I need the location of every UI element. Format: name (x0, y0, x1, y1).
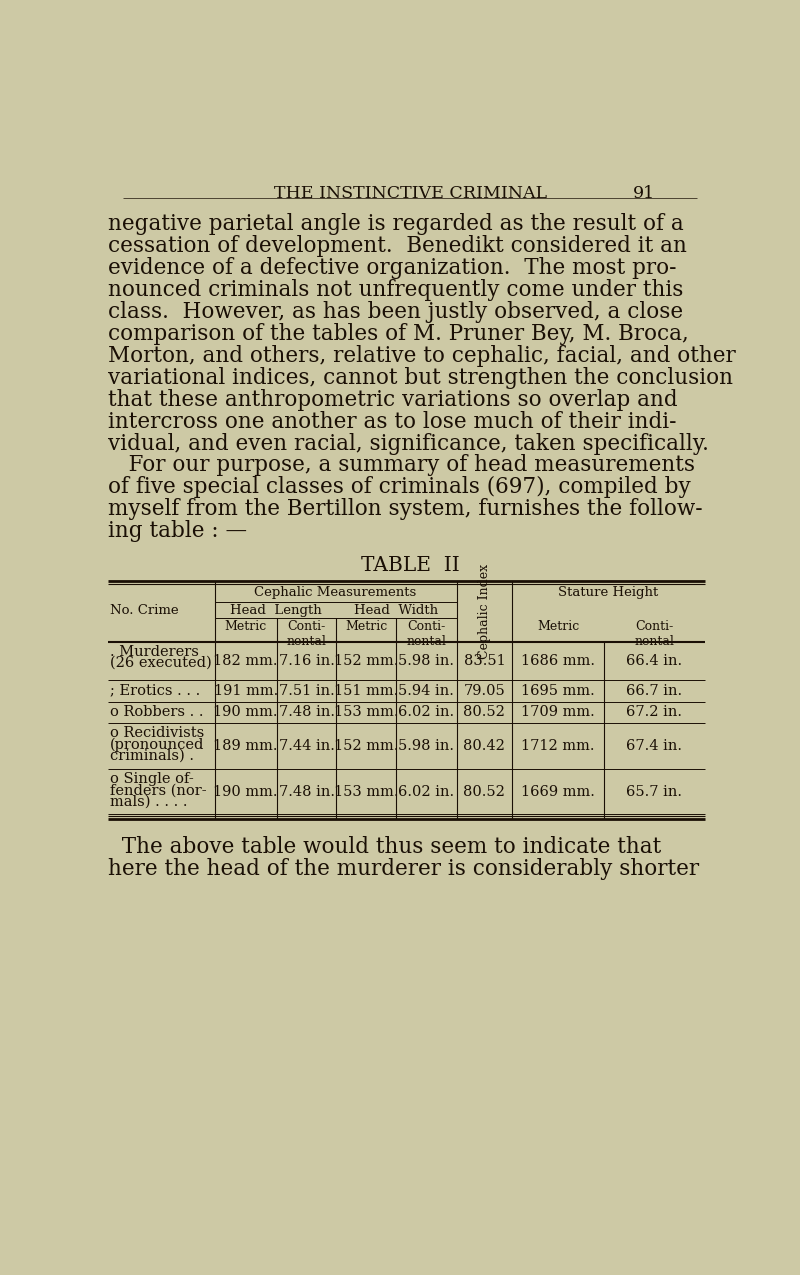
Text: 6.02 in.: 6.02 in. (398, 705, 454, 719)
Text: 79.05: 79.05 (463, 683, 506, 697)
Text: 1695 mm.: 1695 mm. (521, 683, 595, 697)
Text: 189 mm.: 189 mm. (214, 740, 278, 754)
Text: o Robbers . .: o Robbers . . (110, 705, 203, 719)
Text: 67.2 in.: 67.2 in. (626, 705, 682, 719)
Text: 152 mm.: 152 mm. (334, 740, 398, 754)
Text: o Recidivists: o Recidivists (110, 727, 204, 741)
Text: 83.51: 83.51 (463, 654, 506, 668)
Text: 5.98 in.: 5.98 in. (398, 654, 454, 668)
Text: 151 mm.: 151 mm. (334, 683, 398, 697)
Text: 5.94 in.: 5.94 in. (398, 683, 454, 697)
Text: Cephalic Index: Cephalic Index (478, 564, 491, 659)
Text: comparison of the tables of M. Pruner Bey, M. Broca,: comparison of the tables of M. Pruner Be… (108, 323, 689, 344)
Text: 65.7 in.: 65.7 in. (626, 784, 682, 798)
Text: 191 mm.: 191 mm. (214, 683, 278, 697)
Text: 182 mm.: 182 mm. (214, 654, 278, 668)
Text: mals) . . . .: mals) . . . . (110, 794, 187, 808)
Text: fenders (nor-: fenders (nor- (110, 784, 206, 798)
Text: 153 mm.: 153 mm. (334, 705, 398, 719)
Text: Stature Height: Stature Height (558, 586, 658, 599)
Text: 1686 mm.: 1686 mm. (521, 654, 595, 668)
Text: here the head of the murderer is considerably shorter: here the head of the murderer is conside… (108, 858, 699, 880)
Text: THE INSTINCTIVE CRIMINAL: THE INSTINCTIVE CRIMINAL (274, 185, 546, 203)
Text: TABLE  II: TABLE II (361, 556, 459, 575)
Text: No. Crime: No. Crime (110, 604, 178, 617)
Text: Metric: Metric (537, 620, 579, 632)
Text: 1669 mm.: 1669 mm. (521, 784, 595, 798)
Text: Metric: Metric (345, 620, 387, 632)
Text: 66.7 in.: 66.7 in. (626, 683, 682, 697)
Text: cessation of development.  Benedikt considered it an: cessation of development. Benedikt consi… (108, 235, 686, 258)
Text: 7.51 in.: 7.51 in. (278, 683, 334, 697)
Text: Conti-
nental: Conti- nental (634, 620, 674, 648)
Text: . Murderers: . Murderers (110, 645, 199, 659)
Text: 5.98 in.: 5.98 in. (398, 740, 454, 754)
Text: 190 mm.: 190 mm. (214, 705, 278, 719)
Text: Metric: Metric (225, 620, 267, 632)
Text: 190 mm.: 190 mm. (214, 784, 278, 798)
Text: Conti-
nental: Conti- nental (406, 620, 446, 648)
Text: 80.52: 80.52 (463, 784, 506, 798)
Text: o Single of-: o Single of- (110, 773, 194, 787)
Text: 7.16 in.: 7.16 in. (278, 654, 334, 668)
Text: Morton, and others, relative to cephalic, facial, and other: Morton, and others, relative to cephalic… (108, 344, 735, 367)
Text: Cephalic Measurements: Cephalic Measurements (254, 586, 417, 599)
Text: 153 mm.: 153 mm. (334, 784, 398, 798)
Text: criminals) .: criminals) . (110, 748, 194, 762)
Text: 80.52: 80.52 (463, 705, 506, 719)
Text: ; Erotics . . .: ; Erotics . . . (110, 683, 200, 697)
Text: of five special classes of criminals (697), compiled by: of five special classes of criminals (69… (108, 477, 690, 499)
Text: 7.48 in.: 7.48 in. (278, 784, 334, 798)
Text: 91: 91 (634, 185, 655, 203)
Text: (pronounced: (pronounced (110, 737, 205, 752)
Text: vidual, and even racial, significance, taken specifically.: vidual, and even racial, significance, t… (108, 432, 709, 454)
Text: Head  Width: Head Width (354, 604, 438, 617)
Text: class.  However, as has been justly observed, a close: class. However, as has been justly obser… (108, 301, 683, 323)
Text: ing table : —: ing table : — (108, 520, 247, 542)
Text: myself from the Bertillon system, furnishes the follow-: myself from the Bertillon system, furnis… (108, 499, 702, 520)
Text: evidence of a defective organization.  The most pro-: evidence of a defective organization. Th… (108, 258, 676, 279)
Text: For our purpose, a summary of head measurements: For our purpose, a summary of head measu… (108, 454, 694, 477)
Text: negative parietal angle is regarded as the result of a: negative parietal angle is regarded as t… (108, 213, 683, 235)
Text: 6.02 in.: 6.02 in. (398, 784, 454, 798)
Text: intercross one another as to lose much of their indi-: intercross one another as to lose much o… (108, 411, 676, 432)
Text: 152 mm.: 152 mm. (334, 654, 398, 668)
Text: 67.4 in.: 67.4 in. (626, 740, 682, 754)
Text: 7.48 in.: 7.48 in. (278, 705, 334, 719)
Text: 7.44 in.: 7.44 in. (278, 740, 334, 754)
Text: variational indices, cannot but strengthen the conclusion: variational indices, cannot but strength… (108, 367, 733, 389)
Text: nounced criminals not unfrequently come under this: nounced criminals not unfrequently come … (108, 279, 683, 301)
Text: that these anthropometric variations so overlap and: that these anthropometric variations so … (108, 389, 678, 411)
Text: (26 executed): (26 executed) (110, 655, 212, 669)
Text: 80.42: 80.42 (463, 740, 506, 754)
Text: 66.4 in.: 66.4 in. (626, 654, 682, 668)
Text: 1709 mm.: 1709 mm. (521, 705, 595, 719)
Text: Conti-
nental: Conti- nental (286, 620, 326, 648)
Text: The above table would thus seem to indicate that: The above table would thus seem to indic… (108, 835, 661, 858)
Text: 1712 mm.: 1712 mm. (522, 740, 594, 754)
Text: Head  Length: Head Length (230, 604, 322, 617)
